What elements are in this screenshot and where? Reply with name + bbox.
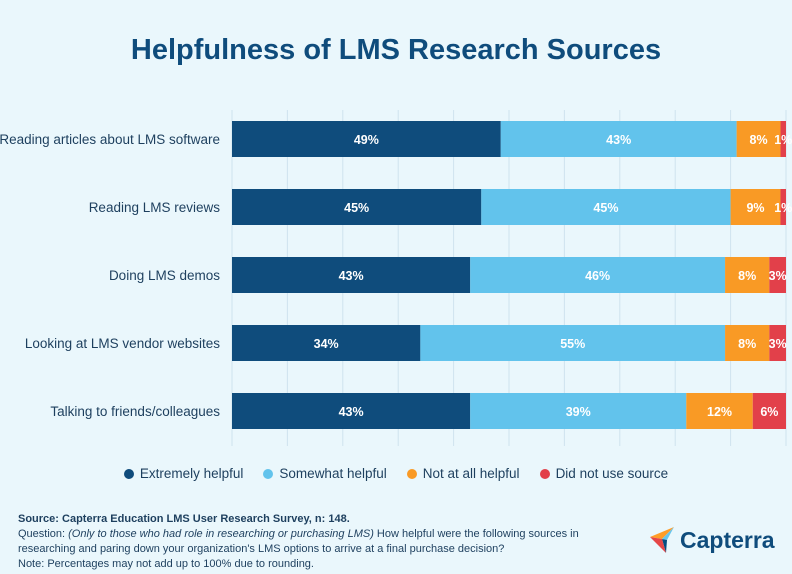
bar-segment (725, 257, 770, 293)
bar-segment (769, 257, 786, 293)
legend-item: Extremely helpful (123, 466, 244, 481)
data-label: 39% (566, 405, 591, 419)
bar-segment (752, 393, 786, 429)
data-label: 3% (769, 337, 787, 351)
logo-text: Capterra (680, 526, 775, 553)
legend-label: Extremely helpful (139, 466, 244, 481)
legend-swatch (263, 468, 274, 479)
bar-segment (730, 189, 781, 225)
data-label: 8% (738, 337, 756, 351)
legend-item: Somewhat helpful (263, 466, 387, 481)
bar-segment (470, 393, 687, 429)
legend-label: Not at all helpful (422, 466, 520, 481)
legend-item: Did not use source (539, 466, 669, 481)
source-text: Source: Capterra Education LMS User Rese… (18, 513, 350, 525)
legend: Extremely helpful Somewhat helpful Not at … (0, 466, 792, 481)
data-label: 43% (339, 269, 364, 283)
data-label: 3% (769, 269, 787, 283)
bar-segment (420, 325, 726, 361)
data-label: 45% (593, 201, 618, 215)
category-label: Doing LMS demos (109, 268, 220, 283)
bar-segment (232, 325, 421, 361)
legend-swatch (123, 468, 134, 479)
data-label: 43% (339, 405, 364, 419)
bar-segment (232, 189, 482, 225)
category-label: Reading articles about LMS software (0, 132, 220, 147)
bar-segment (500, 121, 737, 157)
bar-segment (725, 325, 770, 361)
data-label: 34% (314, 337, 339, 351)
bar-segment (736, 121, 781, 157)
bar-segment (232, 393, 471, 429)
bar-segment (780, 189, 786, 225)
note-text: Note: Percentages may not add up to 100%… (18, 558, 314, 570)
category-label: Talking to friends/colleagues (50, 404, 220, 419)
legend-label: Somewhat helpful (279, 466, 387, 481)
data-label: 8% (750, 133, 768, 147)
question-text: Question: (Only to those who had role in… (18, 527, 618, 557)
data-label: 9% (746, 201, 764, 215)
data-label: 1% (774, 201, 792, 215)
data-label: 49% (354, 133, 379, 147)
question-qualifier: (Only to those who had role in researchi… (68, 528, 374, 540)
capterra-logo: Capterra (650, 526, 775, 554)
chart-title: Helpfulness of LMS Research Sources (130, 34, 662, 66)
bar-segment (232, 121, 501, 157)
bar-segment (481, 189, 731, 225)
bar-segment (780, 121, 786, 157)
bar-segment (470, 257, 726, 293)
bar-segment (232, 257, 471, 293)
bar-segment (769, 325, 786, 361)
question-body: How helpful were the following sources i… (18, 528, 579, 555)
data-label: 43% (606, 133, 631, 147)
stacked-bar-chart: Reading articles about LMS software 49% 43… (0, 110, 792, 446)
data-label: 12% (707, 405, 732, 419)
category-label: Looking at LMS vendor websites (25, 336, 220, 351)
legend-label: Did not use source (555, 466, 669, 481)
data-label: 8% (738, 269, 756, 283)
bar-segment (686, 393, 753, 429)
capterra-arrow-icon (650, 527, 674, 553)
legend-swatch (539, 468, 550, 479)
data-label: 55% (560, 337, 585, 351)
data-label: 45% (344, 201, 369, 215)
data-label: 1% (774, 133, 792, 147)
data-label: 6% (760, 405, 778, 419)
data-label: 46% (585, 269, 610, 283)
legend-item: Not at all helpful (406, 466, 520, 481)
question-label: Question: (18, 528, 69, 540)
category-label: Reading LMS reviews (89, 200, 221, 215)
legend-swatch (406, 468, 417, 479)
footer-notes: Source: Capterra Education LMS User Rese… (18, 512, 618, 572)
